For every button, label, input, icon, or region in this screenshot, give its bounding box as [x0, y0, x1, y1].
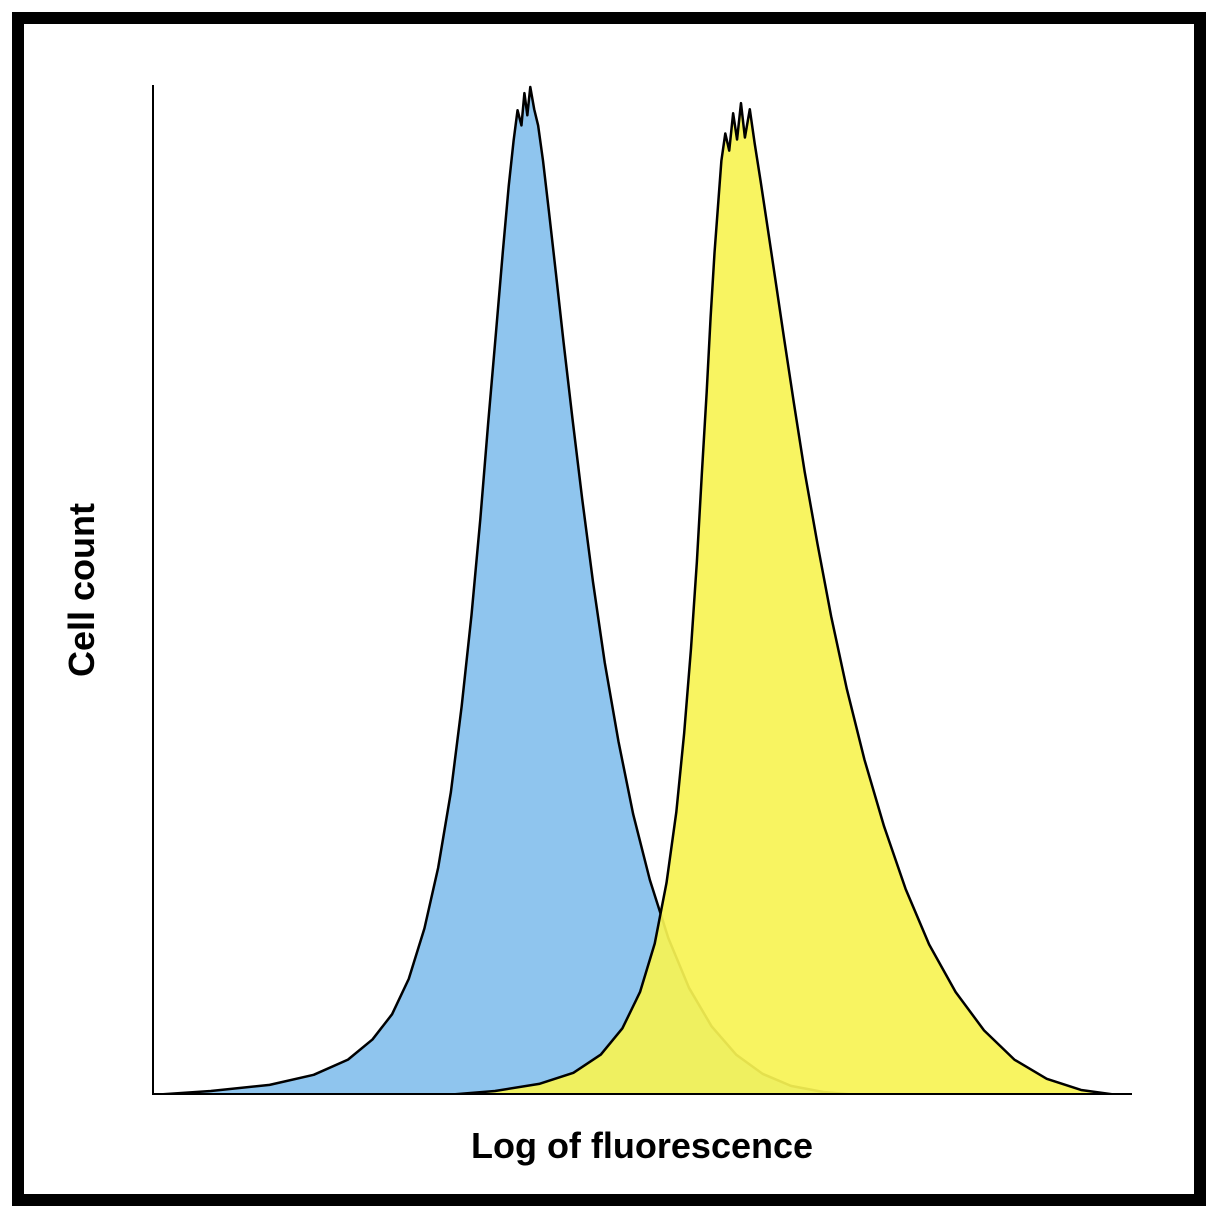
histogram-svg	[152, 85, 1132, 1095]
plot-area	[152, 85, 1132, 1095]
y-axis-label: Cell count	[61, 503, 103, 677]
x-axis-label: Log of fluorescence	[471, 1125, 813, 1167]
